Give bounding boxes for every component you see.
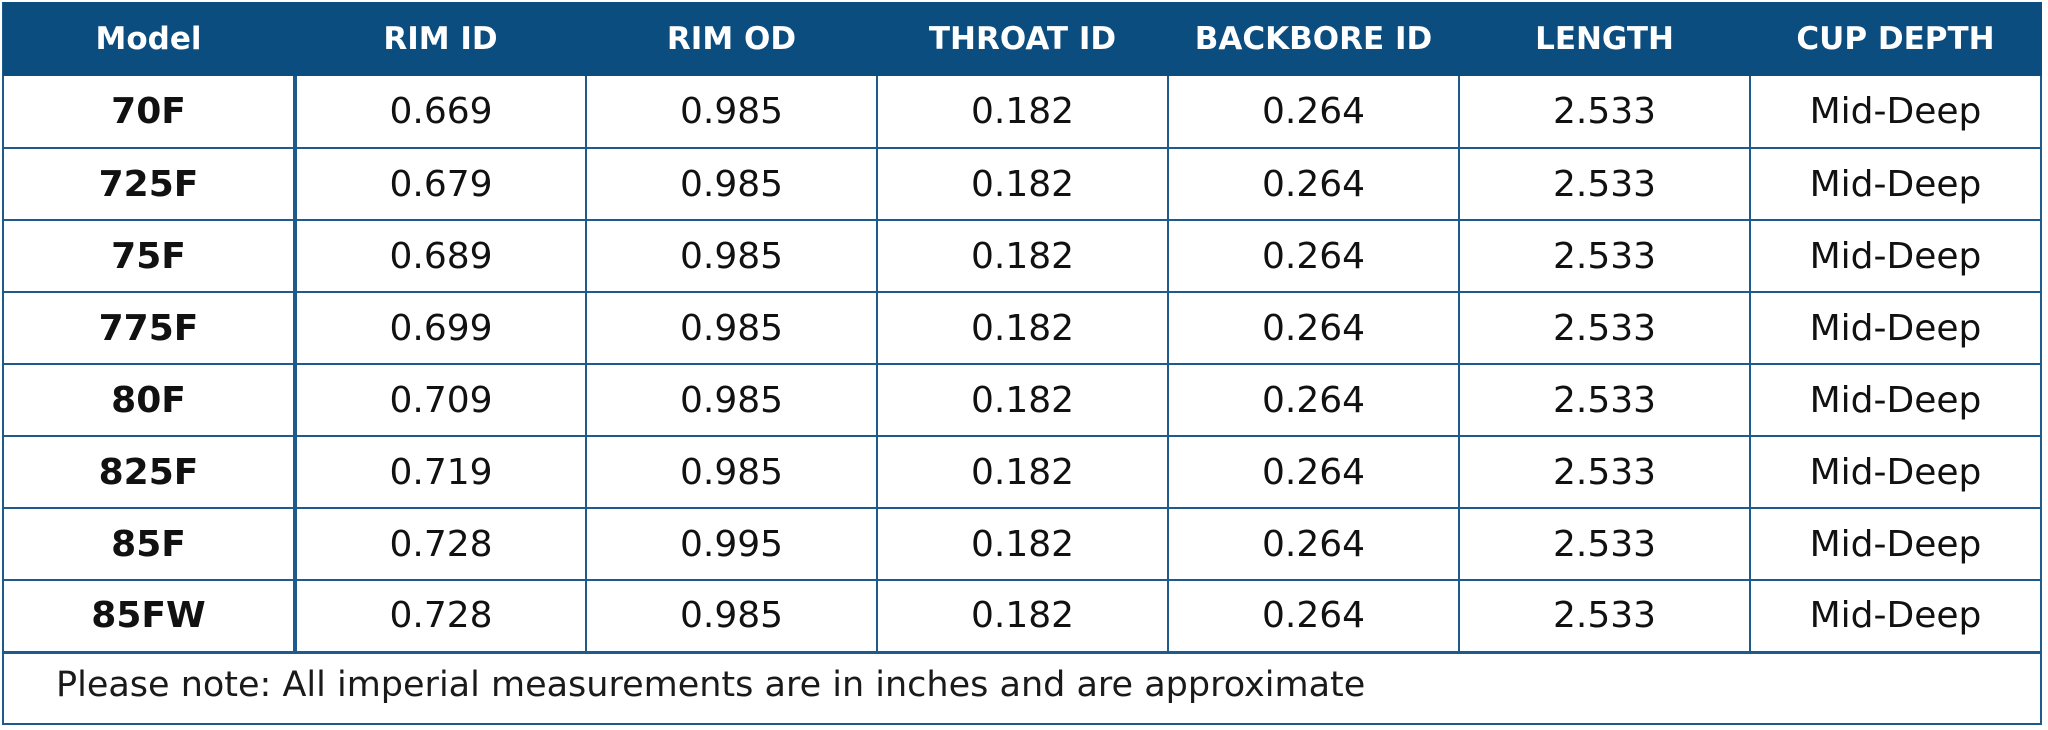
rim-od-cell: 0.985 [585,436,877,509]
cup-depth-cell: Mid-Deep [1749,580,2042,654]
throat-id-cell: 0.182 [876,580,1168,654]
rim-od-cell: 0.995 [585,508,877,581]
rim-id-cell: 0.719 [294,436,586,509]
model-cell: 85F [2,508,297,581]
length-cell: 2.533 [1458,148,1750,221]
rim-id-cell: 0.709 [294,364,586,437]
table-row: 825F 0.719 0.985 0.182 0.264 2.533 Mid-D… [2,436,2042,509]
model-cell: 85FW [2,580,297,654]
rim-id-cell: 0.728 [294,580,586,654]
rim-od-cell: 0.985 [585,292,877,365]
cup-depth-cell: Mid-Deep [1749,436,2042,509]
throat-id-cell: 0.182 [876,292,1168,365]
rim-od-cell: 0.985 [585,364,877,437]
throat-id-cell: 0.182 [876,76,1168,149]
header-model: Model [3,2,296,76]
rim-od-cell: 0.985 [585,76,877,149]
backbore-id-cell: 0.264 [1167,508,1459,581]
length-cell: 2.533 [1458,436,1750,509]
model-cell: 725F [2,148,297,221]
throat-id-cell: 0.182 [876,436,1168,509]
cup-depth-cell: Mid-Deep [1749,292,2042,365]
cup-depth-cell: Mid-Deep [1749,508,2042,581]
measurement-note: Please note: All imperial measurements a… [56,665,1366,705]
length-cell: 2.533 [1458,292,1750,365]
rim-id-cell: 0.679 [294,148,586,221]
table-row: 85F 0.728 0.995 0.182 0.264 2.533 Mid-De… [2,508,2042,581]
header-throat-id: THROAT ID [877,2,1169,76]
model-cell: 80F [2,364,297,437]
header-length: LENGTH [1459,2,1751,76]
table-row: 80F 0.709 0.985 0.182 0.264 2.533 Mid-De… [2,364,2042,437]
rim-id-cell: 0.728 [294,508,586,581]
model-cell: 70F [2,76,297,149]
rim-od-cell: 0.985 [585,220,877,293]
table-row: 70F 0.669 0.985 0.182 0.264 2.533 Mid-De… [2,76,2042,149]
cup-depth-cell: Mid-Deep [1749,148,2042,221]
header-backbore-id: BACKBORE ID [1168,2,1460,76]
cup-depth-cell: Mid-Deep [1749,76,2042,149]
backbore-id-cell: 0.264 [1167,580,1459,654]
header-rim-od: RIM OD [586,2,878,76]
rim-od-cell: 0.985 [585,580,877,654]
table-row: 775F 0.699 0.985 0.182 0.264 2.533 Mid-D… [2,292,2042,365]
table-row: 725F 0.679 0.985 0.182 0.264 2.533 Mid-D… [2,148,2042,221]
table-row: 85FW 0.728 0.985 0.182 0.264 2.533 Mid-D… [2,580,2042,654]
rim-id-cell: 0.699 [294,292,586,365]
length-cell: 2.533 [1458,508,1750,581]
model-cell: 75F [2,220,297,293]
backbore-id-cell: 0.264 [1167,364,1459,437]
header-cup-depth: CUP DEPTH [1750,2,2042,76]
header-row: Model RIM ID RIM OD THROAT ID BACKBORE I… [3,2,2042,76]
backbore-id-cell: 0.264 [1167,436,1459,509]
throat-id-cell: 0.182 [876,148,1168,221]
rim-id-cell: 0.669 [294,76,586,149]
throat-id-cell: 0.182 [876,364,1168,437]
rim-od-cell: 0.985 [585,148,877,221]
length-cell: 2.533 [1458,220,1750,293]
backbore-id-cell: 0.264 [1167,76,1459,149]
mouthpiece-spec-table: Model RIM ID RIM OD THROAT ID BACKBORE I… [2,2,2042,654]
backbore-id-cell: 0.264 [1167,148,1459,221]
cup-depth-cell: Mid-Deep [1749,220,2042,293]
throat-id-cell: 0.182 [876,220,1168,293]
header-rim-id: RIM ID [295,2,587,76]
length-cell: 2.533 [1458,580,1750,654]
backbore-id-cell: 0.264 [1167,220,1459,293]
length-cell: 2.533 [1458,76,1750,149]
model-cell: 825F [2,436,297,509]
throat-id-cell: 0.182 [876,508,1168,581]
rim-id-cell: 0.689 [294,220,586,293]
cup-depth-cell: Mid-Deep [1749,364,2042,437]
length-cell: 2.533 [1458,364,1750,437]
model-cell: 775F [2,292,297,365]
backbore-id-cell: 0.264 [1167,292,1459,365]
table-row: 75F 0.689 0.985 0.182 0.264 2.533 Mid-De… [2,220,2042,293]
